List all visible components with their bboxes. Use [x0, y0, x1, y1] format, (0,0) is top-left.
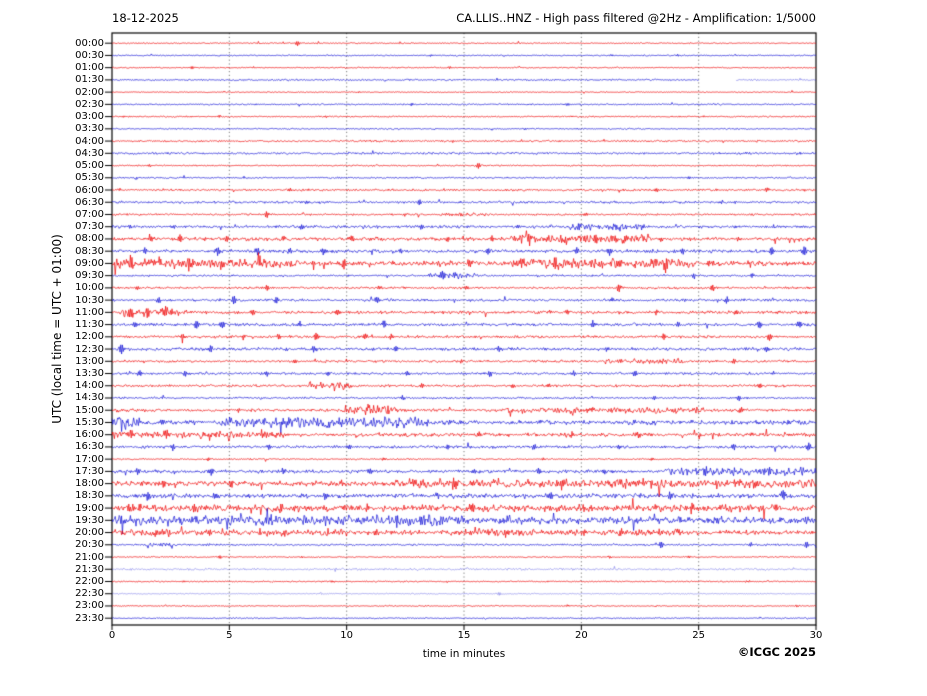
y-tick-label: 15:00	[75, 404, 104, 416]
y-tick-label: 22:00	[75, 575, 104, 587]
x-axis-label: time in minutes	[422, 648, 506, 660]
y-tick-label: 10:30	[75, 294, 104, 306]
y-tick-label: 09:30	[75, 270, 104, 282]
x-tick-label: 10	[340, 630, 354, 641]
x-tick-label: 5	[226, 630, 233, 641]
y-tick-label: 01:00	[75, 62, 104, 74]
y-tick-label: 19:30	[75, 514, 104, 526]
y-tick-label: 12:30	[75, 343, 104, 355]
y-tick-label: 08:00	[75, 233, 104, 245]
y-tick-label: 08:30	[75, 245, 104, 257]
y-tick-label: 14:00	[75, 380, 104, 392]
y-tick-label: 01:30	[75, 74, 104, 86]
y-tick-label: 02:30	[75, 98, 104, 110]
y-tick-label: 07:30	[75, 221, 104, 233]
y-tick-label: 13:30	[75, 368, 104, 380]
y-tick-label: 05:30	[75, 172, 104, 184]
y-tick-label: 16:00	[75, 429, 104, 441]
y-tick-label: 17:00	[75, 453, 104, 465]
x-tick-label: 20	[574, 630, 588, 641]
y-tick-label: 15:30	[75, 416, 104, 428]
x-tick-label: 15	[457, 630, 471, 641]
y-tick-label: 04:30	[75, 147, 104, 159]
y-tick-label: 06:00	[75, 184, 104, 196]
y-tick-label: 00:00	[75, 37, 104, 49]
y-tick-label: 17:30	[75, 465, 104, 477]
y-tick-label: 18:00	[75, 478, 104, 490]
y-tick-label: 00:30	[75, 49, 104, 61]
date-label: 18-12-2025	[112, 11, 179, 25]
y-tick-label: 19:00	[75, 502, 104, 514]
y-tick-label: 02:00	[75, 86, 104, 98]
y-tick-label: 14:30	[75, 392, 104, 404]
y-tick-label: 11:00	[75, 306, 104, 318]
y-tick-label: 10:00	[75, 282, 104, 294]
y-tick-label: 18:30	[75, 490, 104, 502]
y-tick-label: 12:00	[75, 331, 104, 343]
y-tick-label: 13:00	[75, 355, 104, 367]
y-tick-label: 05:00	[75, 160, 104, 172]
y-tick-label: 04:00	[75, 135, 104, 147]
y-tick-label: 20:00	[75, 527, 104, 539]
page-title: CA.LLIS..HNZ - High pass filtered @2Hz -…	[456, 11, 816, 25]
y-tick-label: 23:00	[75, 600, 104, 612]
y-tick-label: 06:30	[75, 196, 104, 208]
y-tick-label: 21:00	[75, 551, 104, 563]
y-tick-label: 21:30	[75, 563, 104, 575]
x-tick-label: 30	[809, 630, 823, 641]
y-tick-label: 22:30	[75, 588, 104, 600]
y-tick-label: 03:00	[75, 111, 104, 123]
copyright-label: ©ICGC 2025	[737, 645, 816, 659]
y-tick-label: 07:00	[75, 208, 104, 220]
x-tick-label: 0	[108, 630, 116, 641]
y-tick-label: 11:30	[75, 319, 104, 331]
y-tick-label: 20:30	[75, 539, 104, 551]
x-tick-label: 25	[692, 630, 706, 641]
y-tick-label: 16:30	[75, 441, 104, 453]
y-tick-label: 09:00	[75, 257, 104, 269]
y-tick-label: 03:30	[75, 123, 104, 135]
y-tick-label: 23:30	[75, 612, 104, 624]
